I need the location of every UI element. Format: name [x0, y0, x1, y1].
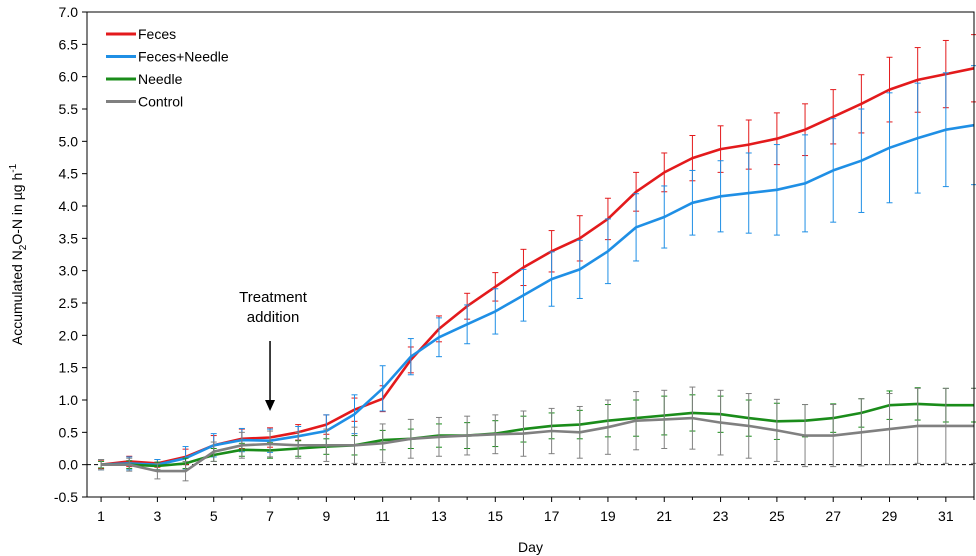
y-axis-title: Accumulated N2O-N in µg h-1	[8, 163, 29, 345]
x-tick-label: 23	[713, 508, 729, 524]
x-tick-label: 7	[266, 508, 274, 524]
y-tick-label: 5.0	[59, 133, 79, 149]
x-tick-label: 21	[656, 508, 672, 524]
series-line	[101, 402, 974, 468]
x-tick-label: 17	[544, 508, 560, 524]
y-tick-label: 6.0	[59, 69, 79, 85]
y-tick-label: 4.0	[59, 198, 79, 214]
series-control	[98, 386, 976, 482]
legend-label: Feces	[138, 26, 176, 42]
legend: Feces Feces+Needle Needle Control	[106, 26, 229, 110]
x-tick-label: 15	[488, 508, 504, 524]
series-needle	[98, 387, 976, 471]
y-tick-label: 1.0	[59, 392, 79, 408]
plot-frame	[86, 11, 975, 498]
y-tick-label: 6.5	[59, 36, 79, 52]
x-tick-label: 11	[375, 508, 390, 524]
x-tick-label: 19	[600, 508, 616, 524]
y-tick-label: 2.0	[59, 327, 79, 343]
y-axis-title-mid: O-N in µg h	[9, 173, 25, 245]
series-line	[101, 416, 974, 473]
y-tick-label: -0.5	[54, 489, 78, 505]
legend-label: Needle	[138, 71, 183, 87]
annotation-line-2: addition	[247, 309, 300, 326]
x-axis-title: Day	[518, 539, 543, 555]
series-layer	[98, 34, 976, 482]
y-axis-title-subscript: 2	[18, 244, 29, 250]
axis-layer: -0.5 0.0 0.5 1.0 1.5 2.0 2.5 3.0 3.5 4.0 4.5 5.0 5.5…	[54, 4, 975, 524]
series-line	[101, 123, 975, 467]
y-tick-label: 3.5	[59, 230, 79, 246]
series-line	[100, 67, 975, 466]
legend-label: Feces+Needle	[138, 49, 229, 65]
annotation-arrow-head	[265, 400, 276, 411]
y-tick-label: 7.0	[59, 4, 79, 20]
y-tick-label: 5.5	[59, 101, 79, 117]
x-tick-label: 9	[322, 508, 330, 524]
x-tick-label: 25	[769, 508, 785, 524]
y-tick-label: 4.5	[59, 166, 79, 182]
y-tick-label: 3.0	[59, 263, 79, 279]
y-tick-label: 1.5	[59, 360, 79, 376]
annotation-line-1: Treatment	[239, 289, 308, 306]
x-tick-label: 5	[210, 508, 218, 524]
x-tick-label: 29	[882, 508, 898, 524]
y-tick-label: 0.0	[59, 457, 79, 473]
x-tick-label: 13	[431, 508, 447, 524]
y-tick-label: 0.5	[59, 424, 79, 440]
series-feces	[98, 34, 976, 470]
y-axis-title-prefix: Accumulated N	[9, 250, 25, 345]
x-tick-label: 27	[825, 508, 841, 524]
treatment-annotation: Treatment addition	[239, 289, 308, 411]
x-tick-label: 31	[938, 508, 954, 524]
series-feces-needle	[98, 65, 976, 471]
y-axis-title-superscript: -1	[8, 163, 19, 172]
y-tick-label: 2.5	[59, 295, 79, 311]
legend-label: Control	[138, 94, 183, 110]
x-tick-label: 3	[153, 508, 161, 524]
x-tick-label: 1	[97, 508, 105, 524]
